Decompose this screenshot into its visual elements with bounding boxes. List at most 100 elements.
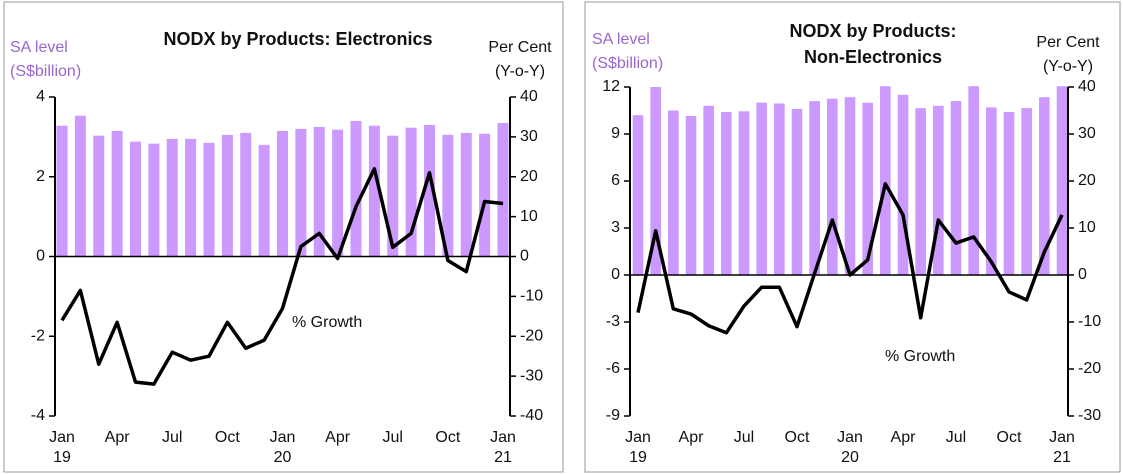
y2-tick-label: 0 xyxy=(1078,266,1087,283)
y-tick-label: -3 xyxy=(606,313,620,330)
bar xyxy=(185,138,197,257)
bar xyxy=(258,144,270,257)
bar xyxy=(442,134,454,257)
y2-axis-label: (Y-o-Y) xyxy=(1043,58,1093,75)
y-tick-label: 4 xyxy=(36,88,45,105)
y2-tick-label: 30 xyxy=(1078,125,1096,142)
bar xyxy=(111,130,123,257)
x-tick-label: Jul xyxy=(733,429,755,446)
growth-line xyxy=(60,167,504,386)
x-tick-label: Jul xyxy=(382,429,403,446)
bar xyxy=(668,110,679,275)
y2-axis-label: (Y-o-Y) xyxy=(495,63,545,80)
y-axis-label: (S$billion) xyxy=(592,55,663,72)
x-tick-label: Jan 19 xyxy=(625,429,651,466)
bar xyxy=(368,125,380,257)
x-tick-label: Jan 19 xyxy=(49,429,75,466)
chart-title: NODX by Products: Electronics xyxy=(163,29,432,49)
x-tick-label: Jan 21 xyxy=(490,429,516,466)
bar xyxy=(809,101,820,275)
bar xyxy=(632,115,644,275)
x-tick-label: Oct xyxy=(996,429,1022,446)
annotation: % Growth xyxy=(292,314,362,331)
bar xyxy=(1021,108,1032,276)
bar xyxy=(93,135,105,257)
bar xyxy=(460,132,472,257)
bar xyxy=(685,115,697,275)
bar xyxy=(350,120,362,257)
bar xyxy=(148,143,160,257)
y-tick-label: 3 xyxy=(611,219,620,236)
bar xyxy=(387,135,399,257)
bar xyxy=(1039,97,1050,275)
annotation: % Growth xyxy=(885,348,955,365)
x-tick-label: Apr xyxy=(104,429,130,446)
bar xyxy=(844,97,856,275)
bar xyxy=(1003,112,1015,275)
bar xyxy=(166,138,178,257)
bar xyxy=(497,122,509,257)
x-tick-label: Jul xyxy=(162,429,183,446)
bar xyxy=(240,132,252,257)
bar xyxy=(950,101,962,275)
y-tick-label: -9 xyxy=(606,407,620,424)
bar xyxy=(897,94,909,275)
x-tick-label: Oct xyxy=(435,429,461,446)
growth-line xyxy=(636,182,1064,335)
x-tick-label: Jan 20 xyxy=(269,429,296,466)
y2-tick-label: -40 xyxy=(520,407,543,424)
y-tick-label: 6 xyxy=(611,172,620,189)
bar xyxy=(276,130,289,257)
y2-tick-label: -30 xyxy=(1078,407,1101,424)
y2-tick-label: -10 xyxy=(1078,313,1101,330)
bar xyxy=(313,126,325,257)
y-tick-label: -4 xyxy=(31,407,45,424)
x-tick-label: Jul xyxy=(945,429,967,446)
y2-tick-label: 40 xyxy=(1078,78,1096,95)
y2-tick-label: 0 xyxy=(520,248,529,265)
x-tick-label: Oct xyxy=(784,429,810,446)
bar xyxy=(703,105,714,275)
bar xyxy=(423,124,436,257)
bar xyxy=(203,142,215,257)
y2-tick-label: -10 xyxy=(520,288,543,305)
y2-tick-label: 10 xyxy=(1078,219,1096,236)
y-axis-label: (S$billion) xyxy=(10,63,81,80)
bar xyxy=(933,105,944,275)
bar xyxy=(56,125,68,257)
y2-tick-label: 20 xyxy=(1078,172,1096,189)
bar xyxy=(721,112,732,275)
x-tick-label: Jan 21 xyxy=(1049,429,1075,466)
bar xyxy=(332,129,344,257)
chart-title: NODX by Products: xyxy=(789,21,956,41)
y-axis-label: SA level xyxy=(592,31,650,48)
chart-title: Non-Electronics xyxy=(804,47,942,67)
y-tick-label: -2 xyxy=(31,327,45,344)
bar xyxy=(74,115,86,257)
bar xyxy=(650,87,661,275)
y2-axis-label: Per Cent xyxy=(488,39,552,56)
y2-tick-label: -20 xyxy=(1078,360,1101,377)
bar xyxy=(405,127,417,257)
x-tick-label: Jan 20 xyxy=(837,429,863,466)
x-tick-label: Oct xyxy=(214,429,240,446)
bar xyxy=(756,102,767,276)
y-tick-label: 0 xyxy=(611,266,620,283)
bar xyxy=(295,128,307,257)
y2-tick-label: 30 xyxy=(520,128,538,145)
frame xyxy=(3,1,564,473)
x-tick-label: Apr xyxy=(325,429,351,446)
y-axis-label: SA level xyxy=(10,39,68,56)
bar xyxy=(479,133,491,257)
bar xyxy=(774,103,785,275)
y2-tick-label: 20 xyxy=(520,168,538,185)
y2-tick-label: -20 xyxy=(520,327,543,344)
bar xyxy=(880,86,891,275)
y-tick-label: -6 xyxy=(606,360,620,377)
bar xyxy=(1056,86,1068,275)
bar xyxy=(915,108,926,276)
x-tick-label: Apr xyxy=(678,429,704,446)
y-tick-label: 9 xyxy=(611,125,620,142)
